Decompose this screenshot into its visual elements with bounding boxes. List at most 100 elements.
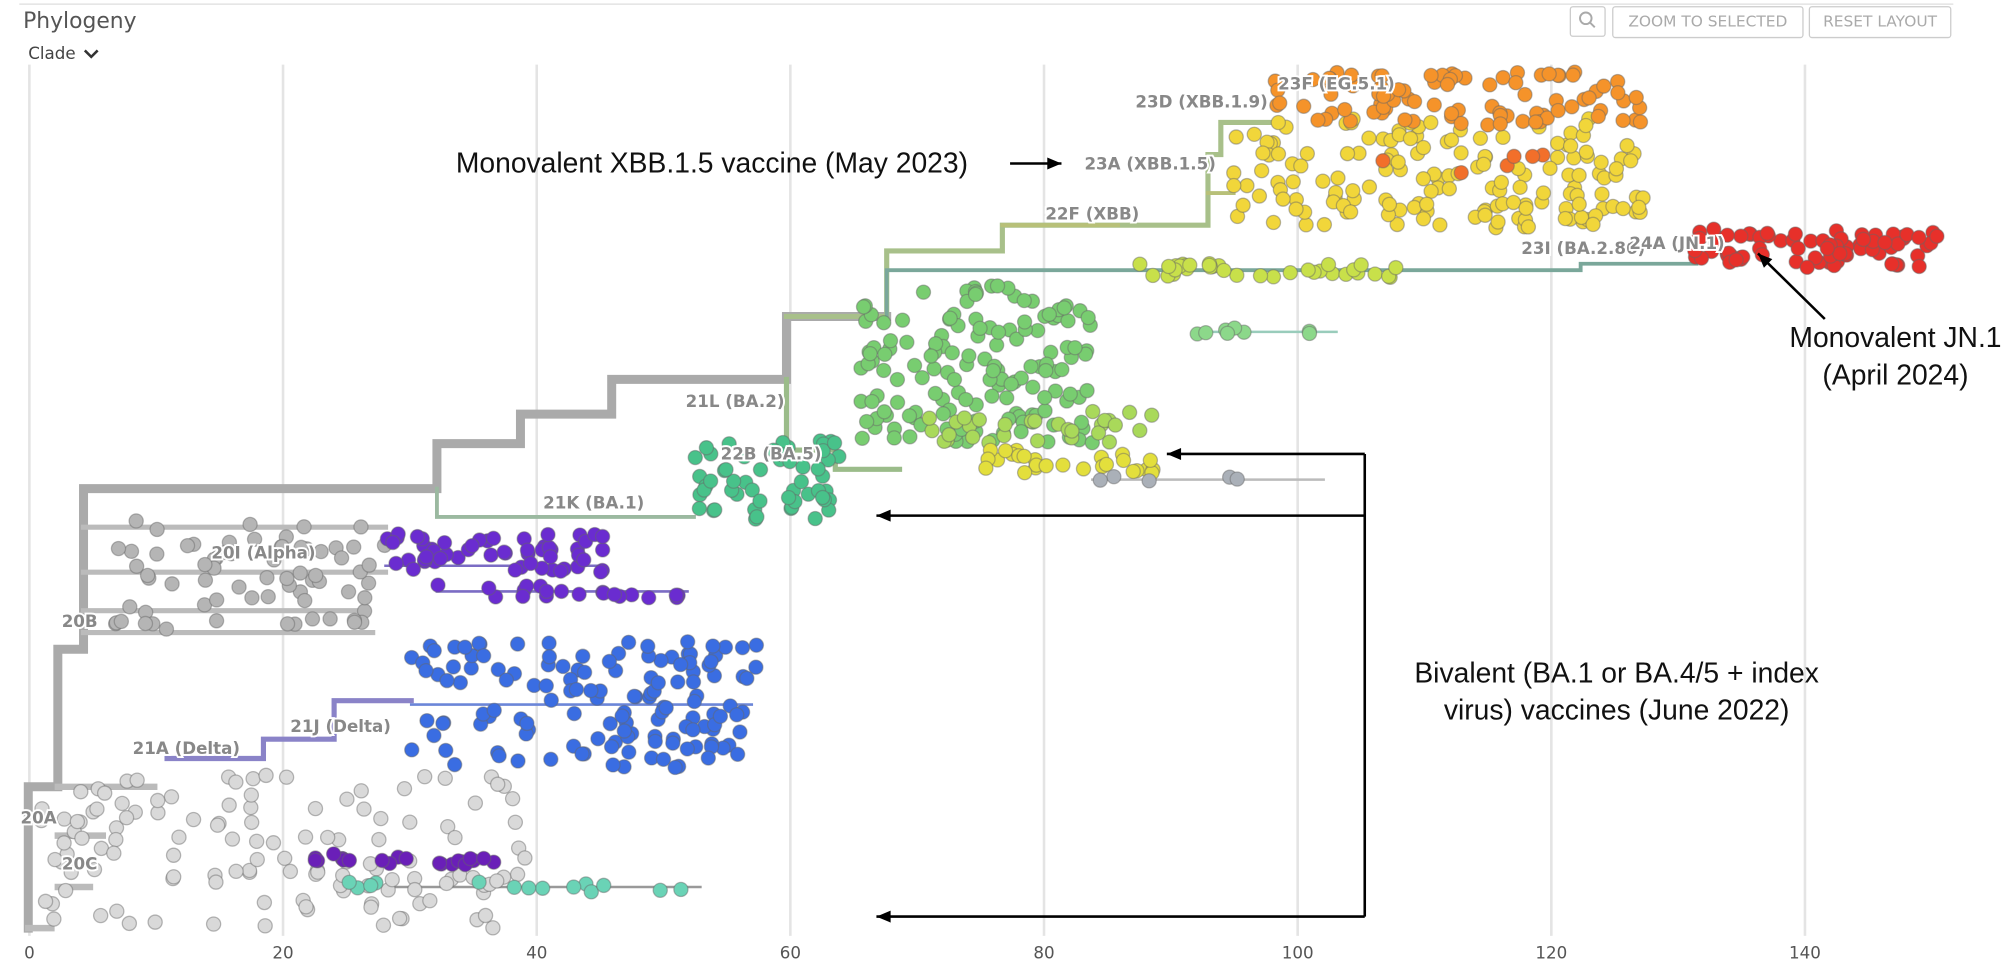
tip	[882, 332, 899, 349]
tip	[113, 613, 130, 630]
tip	[1107, 417, 1124, 433]
branch	[884, 261, 1699, 319]
tip	[57, 882, 74, 899]
tip	[583, 682, 599, 699]
tip	[1121, 404, 1138, 421]
tip	[1565, 67, 1581, 83]
zoom-to-selected-button[interactable]	[1612, 6, 1804, 39]
tip	[374, 852, 390, 869]
tip	[626, 688, 642, 705]
tip	[594, 542, 611, 558]
tip	[1631, 199, 1647, 216]
tip	[1090, 425, 1107, 441]
tip	[915, 284, 932, 300]
tip	[718, 461, 734, 478]
tip	[1253, 162, 1270, 179]
tip	[886, 430, 902, 446]
tip	[667, 759, 683, 776]
zoom-button[interactable]	[1569, 6, 1606, 37]
tip	[1079, 382, 1095, 399]
tip	[1141, 473, 1157, 489]
clade-label: 23F (EG.5.1)	[1278, 74, 1395, 94]
tip	[1016, 464, 1033, 481]
tip	[248, 833, 265, 850]
tip	[1310, 112, 1326, 128]
tip	[594, 528, 611, 545]
tip	[293, 539, 309, 556]
search-icon[interactable]	[1579, 11, 1593, 26]
tip	[1549, 149, 1566, 166]
button-label[interactable]: ZOOM TO SELECTED	[1628, 13, 1787, 31]
tip	[242, 516, 258, 533]
tip	[1085, 403, 1101, 420]
tip	[209, 817, 226, 833]
tip	[1101, 434, 1118, 450]
clade-label: 20B	[62, 611, 98, 631]
button-frame[interactable]	[1569, 6, 1606, 37]
tip	[360, 575, 377, 591]
tip	[736, 449, 753, 465]
clade-label: 22B (BA.5)	[721, 444, 822, 464]
tip	[744, 482, 760, 498]
tip	[998, 390, 1015, 406]
tip	[944, 345, 960, 361]
reset-layout-button[interactable]	[1808, 6, 1952, 39]
tip	[1419, 196, 1435, 212]
tip	[1106, 468, 1122, 485]
tip	[244, 590, 260, 606]
tip	[855, 299, 872, 315]
tip	[1016, 448, 1032, 465]
tip	[504, 790, 521, 807]
tip	[353, 519, 369, 535]
tip	[1832, 245, 1848, 262]
tip	[1265, 269, 1282, 285]
tip	[436, 534, 453, 551]
tip	[1265, 214, 1282, 231]
tip	[793, 473, 810, 490]
tip	[542, 549, 559, 565]
tip	[1228, 129, 1244, 145]
tip	[1615, 200, 1631, 217]
tip	[313, 543, 329, 560]
tip	[698, 440, 715, 456]
tip	[1728, 252, 1744, 268]
tip	[1790, 240, 1806, 257]
annotation: virus) vaccines (June 2022)	[1444, 694, 1790, 726]
tip	[109, 903, 125, 919]
tip	[1246, 126, 1262, 142]
tip	[1315, 173, 1331, 189]
tip	[703, 653, 719, 670]
tip	[553, 583, 570, 600]
tip	[673, 881, 689, 898]
tip	[1492, 116, 1509, 132]
tip	[361, 557, 377, 573]
tip	[1041, 306, 1057, 323]
tip	[1623, 153, 1639, 169]
tip	[149, 521, 165, 538]
tip	[89, 801, 105, 817]
tip	[1515, 113, 1531, 130]
labels: 20A 20B 20C 20I (Alpha) 21A (Delta) 21J (Delt…	[19, 72, 2002, 923]
tip	[1025, 379, 1041, 395]
tip	[431, 855, 448, 871]
tip	[515, 588, 531, 605]
tip	[418, 662, 434, 679]
tip	[521, 880, 537, 896]
tip	[672, 656, 689, 673]
tip	[402, 814, 418, 830]
tip	[93, 840, 110, 857]
search-icon[interactable]	[1588, 21, 1596, 28]
tip	[576, 552, 592, 568]
color-by-dropdown[interactable]: Clade	[28, 43, 75, 63]
grid: 0 20 40 60 80 100 120 140	[24, 64, 1821, 962]
tip	[721, 436, 737, 452]
dropdown-chevron[interactable]	[83, 49, 99, 59]
tree	[23, 64, 1945, 936]
tip	[1337, 101, 1353, 118]
tip	[1023, 358, 1039, 375]
tip	[486, 702, 502, 719]
tip	[1299, 145, 1316, 162]
tip	[1003, 376, 1019, 392]
button-label[interactable]: RESET LAYOUT	[1823, 13, 1938, 31]
tip	[106, 845, 122, 861]
